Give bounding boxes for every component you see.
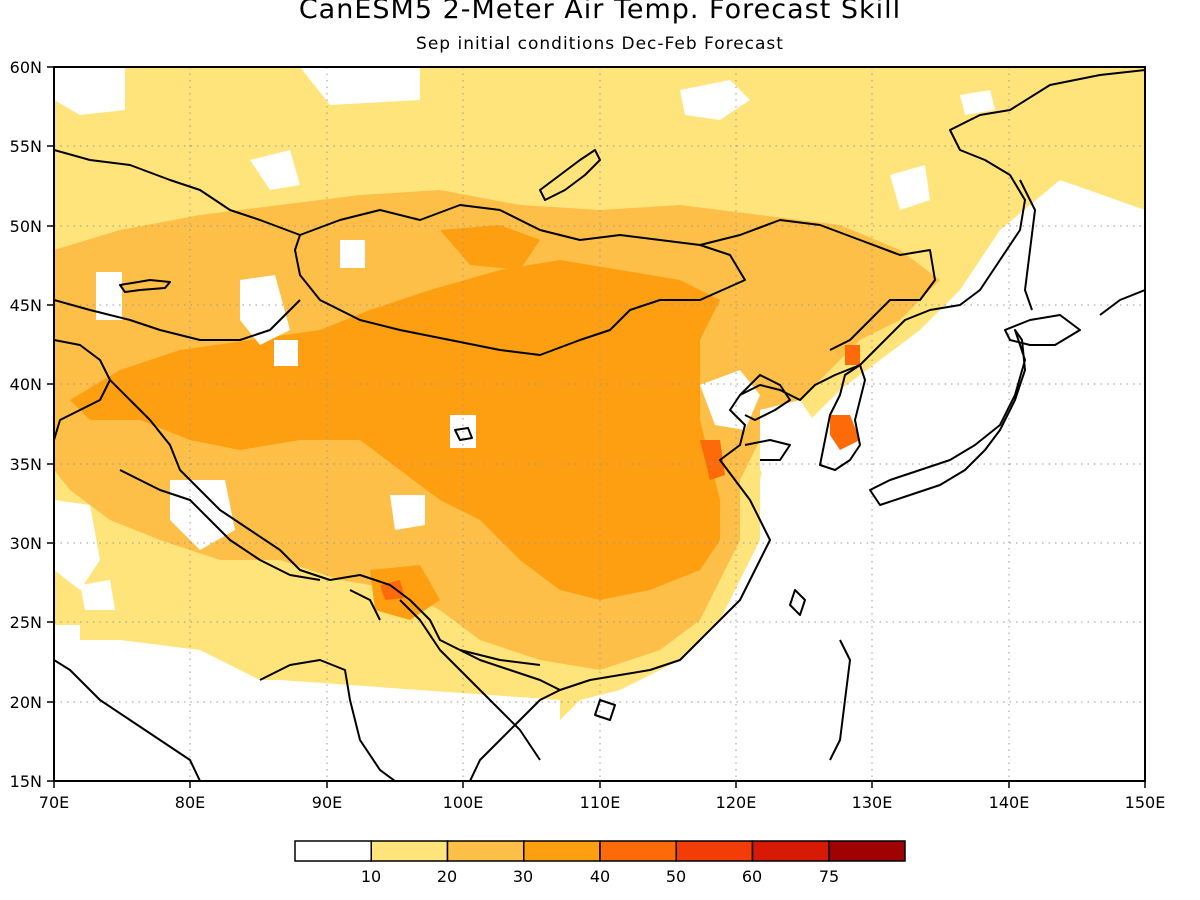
coastline-korea (819, 364, 866, 471)
lon-label: 130E (852, 793, 893, 812)
lat-label: 55N (10, 137, 42, 156)
coastline-india (54, 659, 201, 781)
axis-ticks (47, 66, 1146, 788)
skill-field-30-40 (70, 260, 720, 600)
map-subtitle: Sep initial conditions Dec-Feb Forecast (416, 34, 784, 54)
skill-field-40-50-china (700, 440, 725, 480)
coastline-hainan (594, 699, 616, 721)
latitude-labels: 60N 55N 50N 45N 40N 35N 30N 25N 20N 15N (10, 58, 42, 791)
skill-shading (54, 67, 1145, 781)
lon-label: 90E (312, 793, 342, 812)
skill-field-40-50-sw (380, 580, 405, 600)
map-title: CanESM5 2-Meter Air Temp. Forecast Skill (298, 0, 902, 25)
lat-label: 15N (10, 772, 42, 791)
skill-field-below-10 (54, 67, 995, 781)
legend-swatch-30-40 (523, 840, 601, 862)
coastline-sakhalin (1019, 179, 1036, 311)
lon-label: 150E (1125, 793, 1166, 812)
lat-label: 20N (10, 693, 42, 712)
coastline-kamchatka-west (1099, 289, 1145, 316)
legend-swatch->75 (828, 840, 906, 862)
skill-field-40-50-ne (845, 345, 860, 365)
shandong-coast (744, 439, 791, 461)
coastline-philippines (829, 639, 851, 761)
lat-label: 60N (10, 58, 42, 77)
legend-label: 75 (819, 867, 839, 886)
legend-label: 30 (513, 867, 533, 886)
legend-swatch-<10 (294, 840, 372, 862)
legend-swatch-40-50 (599, 840, 677, 862)
lake-balkhash (119, 279, 171, 293)
lon-label: 140E (989, 793, 1030, 812)
border-kazakhstan (54, 149, 301, 341)
border-mongolia (294, 204, 746, 356)
border-russia-china-northeast (699, 219, 936, 351)
lat-label: 50N (10, 217, 42, 236)
skill-field-40-50-korea (830, 415, 860, 450)
lon-label: 80E (175, 793, 205, 812)
lat-label: 30N (10, 534, 42, 553)
legend-label: 40 (590, 867, 610, 886)
coastline-japan-honshu (869, 329, 1026, 506)
lat-label: 45N (10, 296, 42, 315)
coastline-taiwan (789, 589, 806, 616)
skill-field-30-40-north (440, 225, 540, 270)
lat-label: 25N (10, 613, 42, 632)
coastline-hokkaido (1004, 314, 1081, 346)
legend-label: 50 (666, 867, 686, 886)
skill-field-30-40-south (370, 565, 440, 620)
ocean-mask-yellow-sea (760, 400, 820, 500)
ocean-mask (600, 300, 1145, 781)
longitude-labels: 70E 80E 90E 100E 110E 120E 130E 140E 150… (39, 793, 1166, 812)
lat-label: 40N (10, 375, 42, 394)
legend-swatch-20-30 (446, 840, 525, 862)
legend-label: 60 (742, 867, 762, 886)
lat-label: 35N (10, 455, 42, 474)
border-central-asia (54, 339, 111, 441)
coastline-bay-of-bengal (259, 659, 396, 781)
lake-baikal (539, 149, 601, 201)
legend-label: 20 (437, 867, 457, 886)
coastlines-and-borders (54, 69, 1145, 781)
lon-label: 70E (39, 793, 69, 812)
border-southeast-asia (399, 599, 561, 761)
lon-label: 100E (443, 793, 484, 812)
legend-label: 10 (361, 867, 381, 886)
lon-label: 120E (716, 793, 757, 812)
bohai-coast (739, 374, 791, 421)
legend-swatch-10-20 (370, 840, 449, 862)
legend-swatch-50-60 (675, 840, 754, 862)
border-china-west (109, 379, 541, 666)
lake-qinghai (454, 427, 473, 441)
border-himalaya (119, 469, 381, 621)
legend-swatch-60-75 (751, 840, 830, 862)
color-bar-legend: 10 20 30 40 50 60 75 (294, 840, 906, 886)
lon-label: 110E (580, 793, 621, 812)
